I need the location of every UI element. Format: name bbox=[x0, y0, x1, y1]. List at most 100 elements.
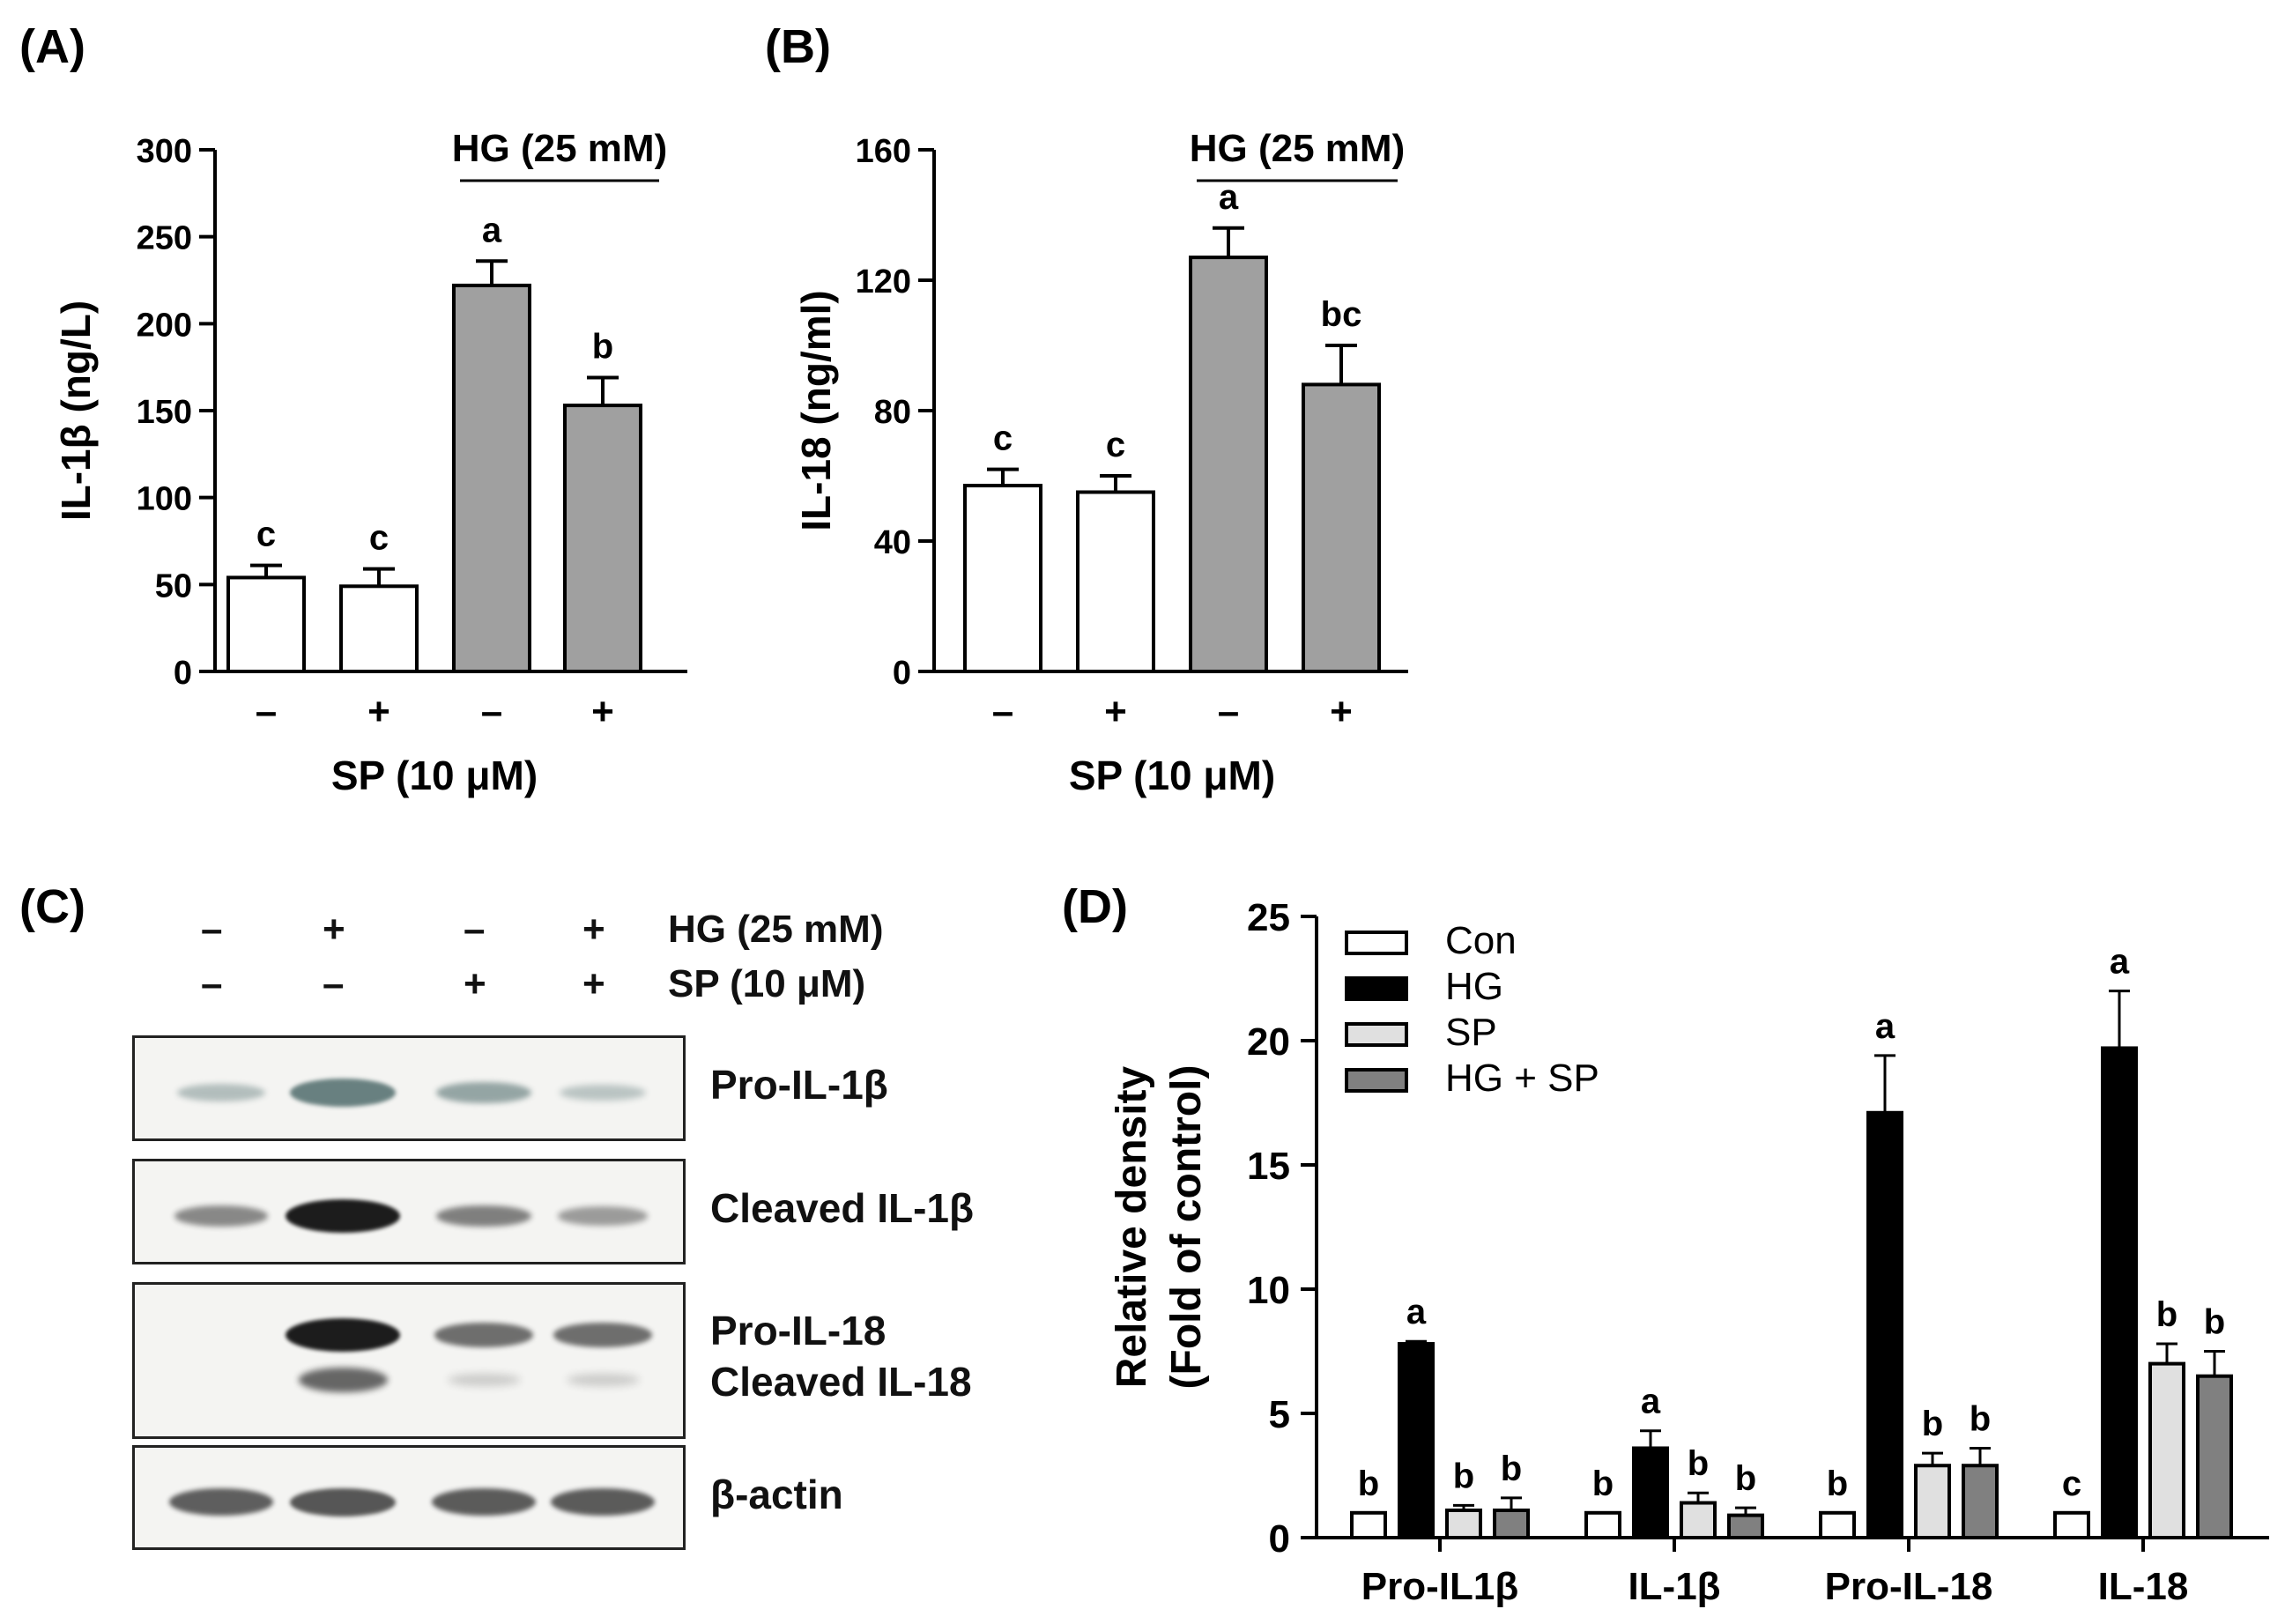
d-y-tick-label: 0 bbox=[1269, 1517, 1290, 1561]
d-y-tick-label: 10 bbox=[1247, 1269, 1290, 1312]
blot-band bbox=[550, 1487, 656, 1516]
blot-label: β-actin bbox=[710, 1471, 843, 1517]
d-bar bbox=[1866, 1110, 1903, 1540]
blot-band-lower bbox=[298, 1368, 388, 1392]
blot-band bbox=[290, 1079, 396, 1107]
d-bar bbox=[2196, 1374, 2233, 1539]
a-bar bbox=[339, 584, 419, 673]
blot-strip bbox=[132, 1282, 686, 1439]
d-bar bbox=[1445, 1508, 1482, 1539]
d-sig-letter: b bbox=[2204, 1303, 2225, 1342]
blot-band bbox=[434, 1323, 533, 1347]
d-sig-letter: c bbox=[2062, 1465, 2081, 1503]
b-x-tick-label: – bbox=[992, 690, 1013, 733]
a-sig-letter: b bbox=[592, 328, 613, 367]
d-bar bbox=[1914, 1464, 1951, 1539]
treatment-sign: + bbox=[464, 962, 486, 1005]
d-x-tick-label: IL-1β bbox=[1628, 1565, 1720, 1608]
b-y-tick-label: 120 bbox=[856, 263, 911, 300]
d-sig-letter: b bbox=[2156, 1295, 2177, 1334]
blot-strip bbox=[132, 1159, 686, 1264]
d-sig-letter: b bbox=[1592, 1465, 1614, 1503]
d-bar bbox=[2148, 1361, 2185, 1539]
a-sig-letter: a bbox=[482, 211, 502, 249]
d-bar bbox=[1632, 1446, 1669, 1539]
d-x-tick-label: Pro-IL-18 bbox=[1825, 1565, 1993, 1608]
blot-label-lower: Cleaved IL-18 bbox=[710, 1359, 972, 1405]
panel-b-letter: (B) bbox=[765, 20, 831, 73]
blot-band bbox=[436, 1081, 531, 1104]
b-bar bbox=[1076, 490, 1155, 673]
panel-c-letter: (C) bbox=[19, 880, 85, 933]
blot-band bbox=[290, 1487, 396, 1516]
b-x-tick-label: – bbox=[1218, 690, 1239, 733]
d-sig-letter: b bbox=[1735, 1459, 1756, 1498]
a-x-tick-label: – bbox=[256, 690, 277, 733]
d-x-tick-label: Pro-IL1β bbox=[1361, 1565, 1518, 1608]
b-x-tick-label: + bbox=[1104, 690, 1127, 733]
d-legend-label: HG + SP bbox=[1445, 1057, 1599, 1100]
d-legend-label: HG bbox=[1445, 965, 1503, 1008]
blot-label: Pro-IL-1β bbox=[710, 1062, 888, 1108]
blot-band bbox=[286, 1199, 400, 1233]
treatment-sign: – bbox=[323, 962, 345, 1005]
a-group-label: HG (25 mM) bbox=[452, 127, 667, 170]
treatment-label: SP (10 μM) bbox=[668, 962, 866, 1005]
a-x-tick-label: – bbox=[481, 690, 502, 733]
b-y-tick-label: 40 bbox=[874, 524, 911, 561]
a-sig-letter: c bbox=[369, 519, 389, 558]
d-sig-letter: a bbox=[2110, 943, 2130, 982]
b-sig-letter: a bbox=[1219, 178, 1239, 217]
d-y-tick-label: 25 bbox=[1247, 896, 1290, 939]
blot-label: Cleaved IL-1β bbox=[710, 1185, 975, 1231]
a-y-tick-label: 250 bbox=[137, 220, 192, 257]
d-bar bbox=[1727, 1513, 1764, 1539]
b-x-axis-label: SP (10 μM) bbox=[1069, 753, 1275, 798]
a-bar bbox=[563, 404, 642, 673]
a-y-tick-label: 0 bbox=[174, 655, 192, 692]
d-sig-letter: b bbox=[1970, 1399, 1991, 1438]
blot-label-upper: Pro-IL-18 bbox=[710, 1308, 887, 1353]
d-sig-letter: a bbox=[1641, 1383, 1661, 1421]
treatment-sign: + bbox=[582, 962, 605, 1005]
d-legend-swatch bbox=[1345, 976, 1408, 1001]
treatment-sign: + bbox=[582, 908, 605, 951]
b-bar bbox=[1189, 256, 1268, 673]
d-bar bbox=[1819, 1510, 1856, 1540]
blot-band bbox=[560, 1084, 646, 1101]
blot-band bbox=[553, 1323, 652, 1347]
b-group-label: HG (25 mM) bbox=[1190, 127, 1405, 170]
d-sig-letter: b bbox=[1453, 1457, 1474, 1495]
blot-band bbox=[286, 1318, 400, 1352]
b-y-tick-label: 0 bbox=[893, 655, 911, 692]
a-y-tick-label: 50 bbox=[155, 567, 192, 604]
blot-band bbox=[174, 1205, 268, 1227]
a-x-tick-label: + bbox=[591, 690, 614, 733]
panel-d-letter: (D) bbox=[1062, 880, 1128, 933]
d-legend-label: Con bbox=[1445, 919, 1517, 962]
b-bar bbox=[1302, 382, 1381, 673]
a-bar bbox=[226, 575, 306, 673]
blot-band-lower bbox=[566, 1373, 640, 1387]
d-sig-letter: b bbox=[1501, 1450, 1522, 1488]
d-bar bbox=[1398, 1342, 1435, 1540]
a-y-tick-label: 100 bbox=[137, 481, 192, 518]
a-x-tick-label: + bbox=[367, 690, 390, 733]
d-sig-letter: a bbox=[1875, 1007, 1896, 1046]
blot-band bbox=[558, 1206, 648, 1226]
b-sig-letter: c bbox=[1106, 426, 1125, 464]
a-y-axis-label: IL-1β (ng/L) bbox=[53, 300, 99, 521]
d-legend-swatch bbox=[1345, 931, 1408, 955]
d-sig-letter: b bbox=[1827, 1465, 1848, 1503]
b-y-tick-label: 160 bbox=[856, 133, 911, 170]
d-legend-label: SP bbox=[1445, 1011, 1497, 1054]
d-bar bbox=[1584, 1510, 1621, 1540]
b-y-tick-label: 80 bbox=[874, 394, 911, 431]
d-y-tick-label: 20 bbox=[1247, 1020, 1290, 1064]
a-y-tick-label: 200 bbox=[137, 307, 192, 344]
d-y-axis-label-1: Relative density bbox=[1109, 1065, 1155, 1388]
d-y-tick-label: 5 bbox=[1269, 1393, 1290, 1436]
blot-band bbox=[431, 1487, 537, 1516]
a-y-tick-label: 150 bbox=[137, 394, 192, 431]
